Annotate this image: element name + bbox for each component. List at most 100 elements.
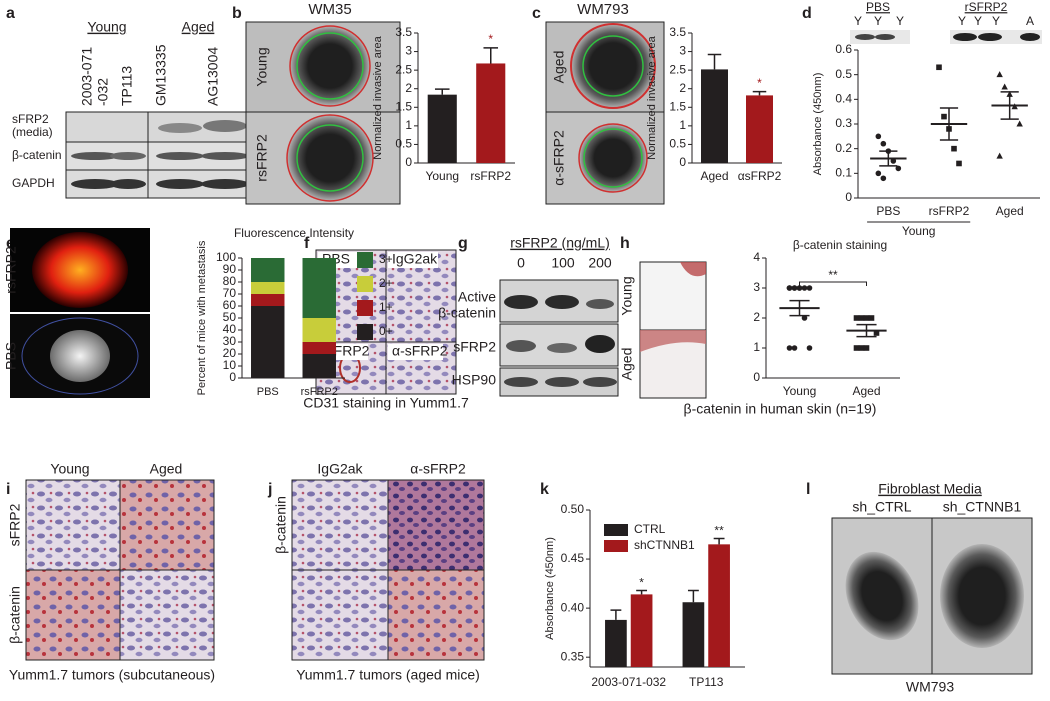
lane-label: AG13004 [205,47,221,106]
band [158,123,202,133]
charts: 0 0.5 1 1.5 2 2.5 3 3.5 Normalized invasive area… [196,1,1040,689]
point [875,133,882,140]
legend-label: 2+ [379,276,393,290]
error-bar [483,47,499,64]
point [873,330,880,336]
lane-label: TP113 [119,66,135,106]
point [890,158,897,164]
error-bar [939,107,959,141]
error-bar [1000,91,1019,120]
point [936,64,942,71]
y-tick-label: 60 [223,298,237,312]
point [941,113,947,120]
point [853,315,860,321]
lane-label: A [1026,14,1034,28]
y-tick-label: 0 [845,190,852,204]
annotation: ** [828,268,838,282]
caption: CD31 staining in Yumm1.7 [303,395,469,411]
chart-title: WM35 [308,1,351,18]
point [858,315,865,321]
panel-a: Young Aged 2003-071 -032 TP113 GM13335 A… [12,19,267,199]
title: rsFRP2 (ng/mL) [510,235,610,251]
image-label: Aged [551,51,567,84]
image-label: Young [619,276,635,315]
panel-letter: l [806,481,810,498]
bar [682,602,705,667]
y-tick-label: 2 [753,310,760,324]
lane-label: 2003-071 [79,47,95,106]
y-tick-label: 0.4 [835,92,852,106]
lane-label: GM13335 [153,44,169,106]
image-label: Aged [619,348,635,381]
y-axis-label: Absorbance (450nm) [812,73,824,176]
point [806,285,813,291]
image-label: rsFRP2 [254,134,270,182]
legend-swatch [604,524,628,536]
caption: Yumm1.7 tumors (subcutaneous) [9,667,215,683]
legend-swatch [357,252,373,268]
y-axis-label: Percent of mice with metastasis [196,240,208,395]
y-tick-label: 1 [405,118,412,132]
row-label: sFRP2 [12,112,49,126]
image-label: Young [254,47,270,86]
panel-d-blot: PBS rSFRP2 Y Y Y Y Y Y A [850,0,1042,44]
row-label: (media) [12,125,53,139]
column-label: α-sFRP2 [410,461,466,477]
y-tick-label: 0.2 [835,141,852,155]
lane-label: -032 [95,78,111,106]
y-tick-label: 2 [679,81,686,95]
legend-label: CTRL [634,522,666,536]
point [1001,83,1008,90]
point [801,315,808,321]
error-bar [434,88,450,95]
image-label: PBS [3,342,19,370]
y-tick-label: 0.5 [395,137,412,151]
column-label: sh_CTNNB1 [943,499,1022,515]
y-tick-label: 100 [216,250,236,264]
bar-segment [302,318,336,342]
x-group-label: Young [902,224,936,238]
legend-label: 1+ [379,300,393,314]
x-tick-label: Aged [996,204,1024,218]
lane-label: Y [874,14,882,28]
y-tick-label: 3 [753,280,760,294]
legend-swatch [357,300,373,316]
bar [630,594,653,667]
image-label: IgG2ak [392,251,438,267]
point [895,165,902,172]
bar [746,95,773,163]
point [791,285,798,291]
significance-bracket [799,281,867,286]
y-tick-label: 0.40 [561,600,585,614]
error-bar [687,589,699,603]
panel-i: Young Aged sFRP2 β-catenin Yumm1.7 tumor… [7,461,215,683]
caption: β-catenin in human skin (n=19) [684,401,877,417]
error-bar [879,150,898,167]
bar-segment [251,306,285,378]
point [956,160,962,167]
caption: WM793 [906,679,954,695]
x-tick-label: TP113 [689,675,724,689]
caption: Yumm1.7 tumors (aged mice) [296,667,480,683]
lane-label: Y [992,14,1000,28]
error-bar [636,589,648,595]
panel-b-images: Young rsFRP2 [245,21,401,205]
chart-title: β-catenin staining [793,238,887,252]
legend-label: shCTNNB1 [634,538,695,552]
chart-title: Fluorescence Intensity [234,226,354,240]
legend-swatch [604,540,628,552]
y-tick-label: 1.5 [669,99,686,113]
panel-letter: i [6,481,10,498]
point [1016,120,1023,127]
image-label: α-sFRP2 [392,343,448,359]
error-bar [856,323,877,338]
lane-label: Y [854,14,862,28]
bar-segment [251,282,285,294]
group-label: PBS [866,0,890,14]
y-axis-label: Absorbance (450nm) [544,537,556,640]
lane-label: Y [974,14,982,28]
point [996,71,1003,78]
chart-title: WM793 [577,1,629,18]
x-tick-label: Young [783,384,817,398]
panel-letter: g [458,235,468,252]
